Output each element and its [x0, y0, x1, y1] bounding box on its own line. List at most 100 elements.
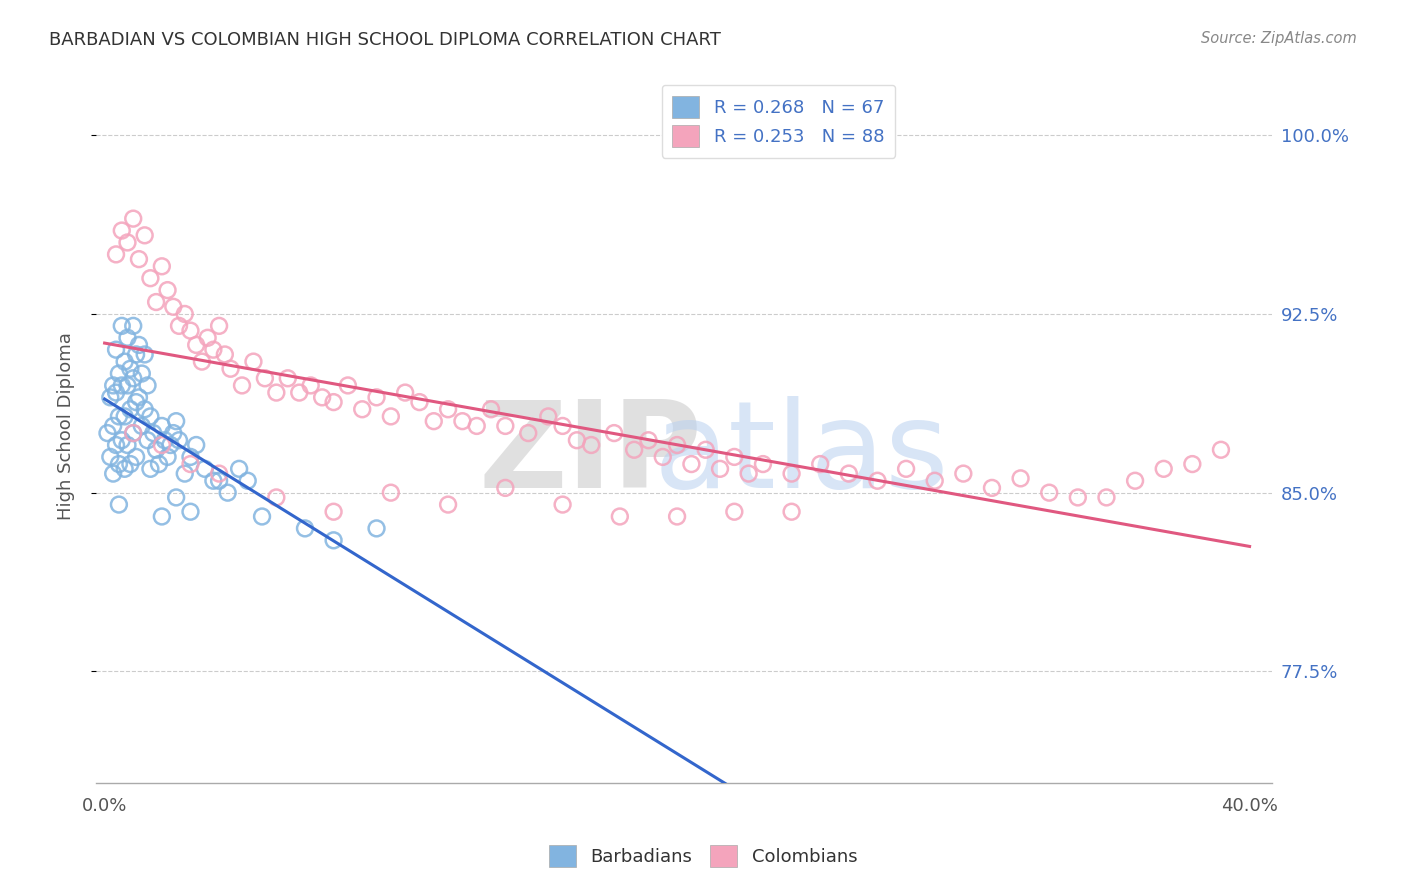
Point — [311, 390, 333, 404]
Point — [150, 438, 173, 452]
Point — [1067, 491, 1090, 505]
Point — [737, 467, 759, 481]
Point — [202, 474, 225, 488]
Point — [111, 378, 134, 392]
Point — [179, 505, 201, 519]
Point — [103, 419, 125, 434]
Point — [128, 252, 150, 267]
Point — [108, 457, 131, 471]
Point — [167, 318, 190, 333]
Point — [838, 467, 860, 481]
Point — [134, 347, 156, 361]
Point — [186, 438, 208, 452]
Point — [894, 462, 917, 476]
Point — [1010, 471, 1032, 485]
Point — [111, 223, 134, 237]
Point — [780, 467, 803, 481]
Point — [352, 402, 374, 417]
Point — [165, 491, 187, 505]
Point — [709, 462, 731, 476]
Point — [117, 331, 139, 345]
Point — [299, 378, 322, 392]
Point — [394, 385, 416, 400]
Point — [173, 307, 195, 321]
Point — [603, 426, 626, 441]
Point — [465, 419, 488, 434]
Point — [1095, 491, 1118, 505]
Point — [173, 467, 195, 481]
Point — [1038, 485, 1060, 500]
Point — [114, 462, 136, 476]
Point — [437, 498, 460, 512]
Point — [122, 371, 145, 385]
Point — [266, 491, 288, 505]
Point — [117, 235, 139, 250]
Point — [208, 474, 231, 488]
Point — [186, 338, 208, 352]
Point — [494, 481, 516, 495]
Point — [579, 438, 602, 452]
Point — [139, 271, 162, 285]
Point — [122, 426, 145, 441]
Point — [105, 247, 128, 261]
Point — [219, 361, 242, 376]
Point — [565, 434, 588, 448]
Point — [139, 409, 162, 424]
Point — [366, 521, 388, 535]
Point — [165, 414, 187, 428]
Point — [145, 295, 167, 310]
Point — [666, 438, 689, 452]
Point — [551, 419, 574, 434]
Point — [105, 343, 128, 357]
Point — [380, 409, 402, 424]
Point — [139, 462, 162, 476]
Point — [637, 434, 659, 448]
Point — [125, 395, 148, 409]
Point — [128, 390, 150, 404]
Point — [150, 509, 173, 524]
Point — [148, 457, 170, 471]
Point — [120, 457, 142, 471]
Point — [408, 395, 430, 409]
Point — [266, 385, 288, 400]
Point — [96, 426, 118, 441]
Point — [924, 474, 946, 488]
Point — [111, 318, 134, 333]
Point — [380, 485, 402, 500]
Point — [322, 505, 344, 519]
Point — [117, 378, 139, 392]
Point — [231, 378, 253, 392]
Point — [103, 378, 125, 392]
Point — [179, 457, 201, 471]
Point — [117, 438, 139, 452]
Point — [479, 402, 502, 417]
Text: Source: ZipAtlas.com: Source: ZipAtlas.com — [1201, 31, 1357, 46]
Point — [105, 385, 128, 400]
Point — [202, 343, 225, 357]
Point — [131, 419, 153, 434]
Y-axis label: High School Diploma: High School Diploma — [58, 332, 75, 520]
Text: atlas: atlas — [654, 396, 949, 513]
Point — [366, 390, 388, 404]
Legend: Barbadians, Colombians: Barbadians, Colombians — [541, 838, 865, 874]
Point — [780, 505, 803, 519]
Point — [150, 260, 173, 274]
Point — [120, 402, 142, 417]
Point — [681, 457, 703, 471]
Point — [142, 426, 165, 441]
Point — [517, 426, 540, 441]
Point — [752, 457, 775, 471]
Point — [437, 402, 460, 417]
Point — [294, 521, 316, 535]
Text: ZIP: ZIP — [478, 396, 702, 513]
Point — [197, 331, 219, 345]
Point — [134, 228, 156, 243]
Point — [551, 498, 574, 512]
Point — [122, 211, 145, 226]
Point — [651, 450, 673, 464]
Point — [866, 474, 889, 488]
Point — [150, 419, 173, 434]
Point — [114, 409, 136, 424]
Point — [128, 338, 150, 352]
Point — [125, 450, 148, 464]
